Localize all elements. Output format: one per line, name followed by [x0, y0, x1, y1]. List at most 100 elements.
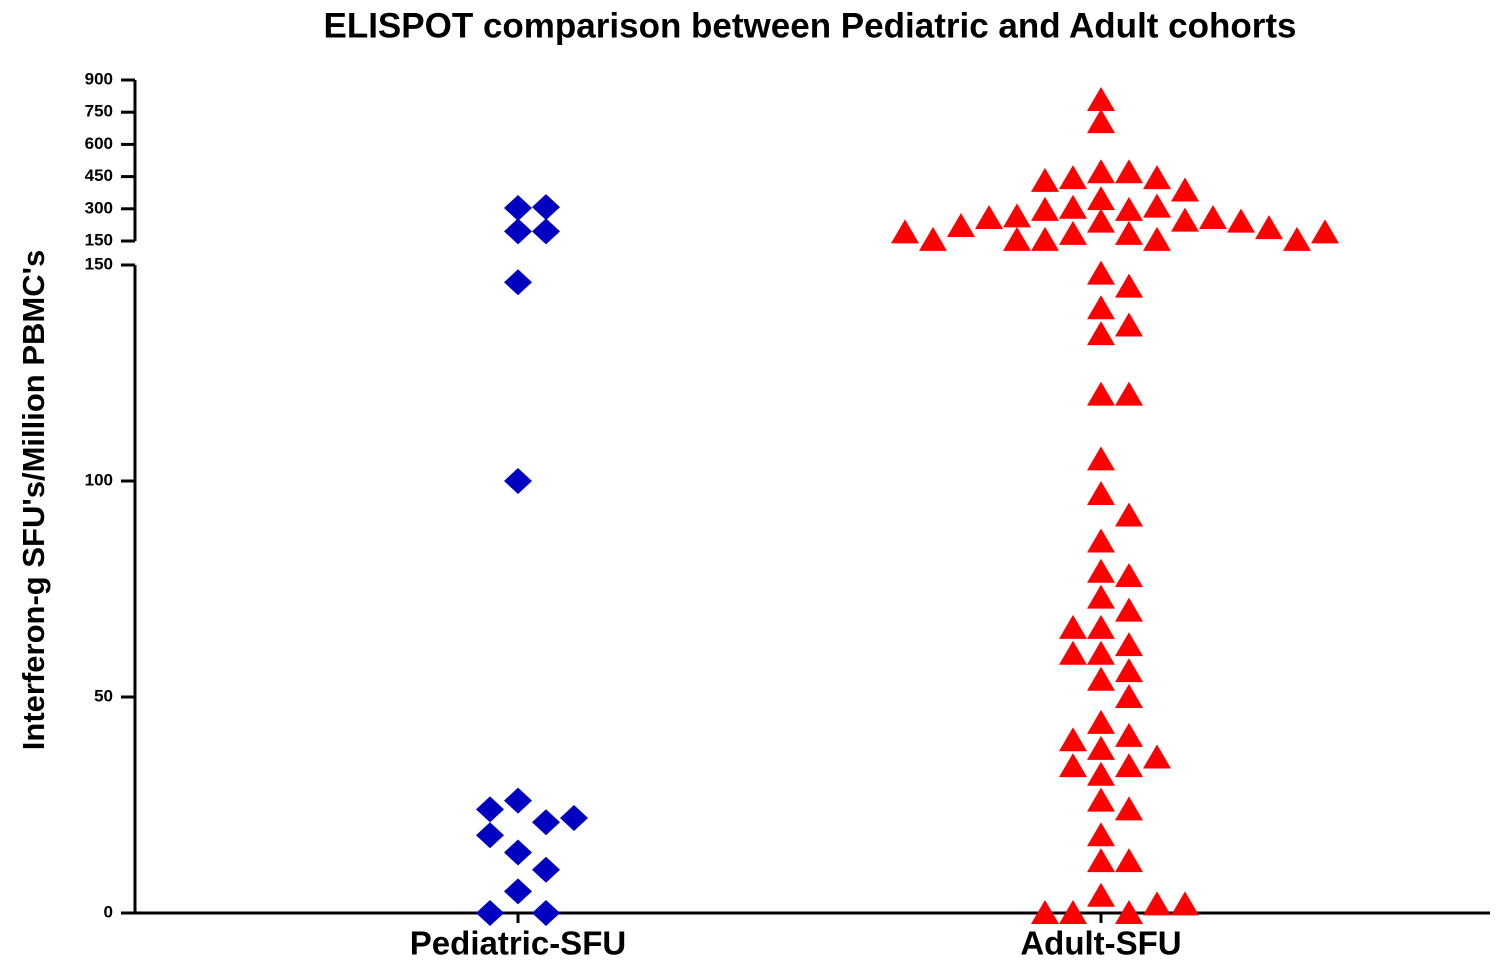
data-point: [1227, 208, 1255, 233]
data-point: [476, 796, 504, 823]
data-point: [1087, 709, 1115, 734]
data-point: [1171, 207, 1199, 232]
data-point: [504, 787, 532, 814]
data-point: [504, 839, 532, 866]
data-point: [1087, 882, 1115, 907]
data-point: [1087, 446, 1115, 471]
data-point: [476, 900, 504, 926]
data-point: [1087, 381, 1115, 406]
data-point: [1059, 220, 1087, 245]
x-tick-label: Pediatric-SFU: [410, 925, 626, 962]
data-point: [1255, 215, 1283, 240]
data-point: [947, 212, 975, 237]
x-tick-label: Adult-SFU: [1020, 925, 1181, 962]
data-point: [1115, 220, 1143, 245]
data-point: [560, 804, 588, 831]
y-tick-label: 900: [85, 69, 113, 88]
data-point: [1115, 312, 1143, 337]
y-tick-label: 0: [104, 902, 113, 921]
data-point: [975, 205, 1003, 230]
y-tick-label: 750: [85, 102, 113, 121]
y-tick-label: 450: [85, 166, 113, 185]
y-tick-label: 600: [85, 134, 113, 153]
data-point: [1171, 891, 1199, 916]
data-point: [504, 468, 532, 494]
data-point: [1031, 226, 1059, 251]
data-point: [1087, 614, 1115, 639]
data-point: [1143, 226, 1171, 251]
data-point: [1143, 744, 1171, 769]
data-point: [532, 809, 560, 836]
chart-title: ELISPOT comparison between Pediatric and…: [323, 6, 1296, 45]
data-point: [1115, 159, 1143, 184]
data-point: [1031, 167, 1059, 192]
y-axis-label: Interferon-g SFU's/Million PBMC's: [16, 250, 51, 750]
data-point: [1115, 632, 1143, 657]
data-point: [1031, 900, 1059, 924]
data-point: [1087, 528, 1115, 553]
data-point: [1003, 203, 1031, 228]
data-point: [1031, 196, 1059, 221]
data-point: [1171, 177, 1199, 202]
data-point: [1115, 502, 1143, 527]
data-point: [1087, 109, 1115, 134]
data-point: [1115, 900, 1143, 924]
data-point: [504, 269, 532, 296]
data-point: [1115, 597, 1143, 622]
y-tick-label: 50: [94, 686, 113, 705]
y-tick-label: 150: [85, 254, 113, 273]
data-point: [1087, 186, 1115, 211]
data-point: [1087, 761, 1115, 786]
data-point: [1059, 165, 1087, 190]
data-point: [1059, 753, 1087, 778]
data-point: [1087, 848, 1115, 873]
data-point: [1087, 321, 1115, 346]
y-tick-label: 300: [85, 198, 113, 217]
data-point: [1059, 727, 1087, 752]
y-tick-label: 150: [85, 230, 113, 249]
data-point: [891, 219, 919, 244]
data-point: [1115, 753, 1143, 778]
data-point: [1143, 891, 1171, 916]
data-point: [532, 194, 560, 221]
data-point: [1059, 614, 1087, 639]
data-point: [1143, 193, 1171, 218]
data-point: [504, 218, 532, 245]
data-point: [1115, 563, 1143, 588]
data-point: [1115, 796, 1143, 821]
data-point: [1087, 295, 1115, 320]
data-point: [1003, 226, 1031, 251]
data-point: [1115, 658, 1143, 683]
data-point: [1087, 666, 1115, 691]
data-point: [1087, 558, 1115, 583]
data-point: [1087, 260, 1115, 285]
data-point: [1087, 822, 1115, 847]
data-point: [1115, 273, 1143, 298]
data-point: [1311, 219, 1339, 244]
data-point: [1283, 226, 1311, 251]
data-point: [1087, 86, 1115, 111]
data-point: [1087, 584, 1115, 609]
data-point: [1115, 381, 1143, 406]
data-point: [1199, 205, 1227, 230]
data-point: [1115, 684, 1143, 708]
data-point: [919, 226, 947, 251]
data-point: [1059, 640, 1087, 665]
data-point: [476, 822, 504, 849]
data-point: [1143, 165, 1171, 190]
data-point: [1087, 787, 1115, 812]
data-point: [1087, 735, 1115, 760]
data-point: [504, 878, 532, 905]
data-point: [1087, 159, 1115, 184]
y-tick-label: 100: [85, 470, 113, 489]
data-point: [532, 218, 560, 245]
data-point: [1087, 480, 1115, 505]
data-point: [1115, 196, 1143, 221]
data-point: [532, 900, 560, 926]
data-point: [1059, 194, 1087, 219]
data-point: [1087, 640, 1115, 665]
data-point: [1115, 848, 1143, 873]
data-point: [1059, 900, 1087, 924]
data-point: [532, 856, 560, 883]
